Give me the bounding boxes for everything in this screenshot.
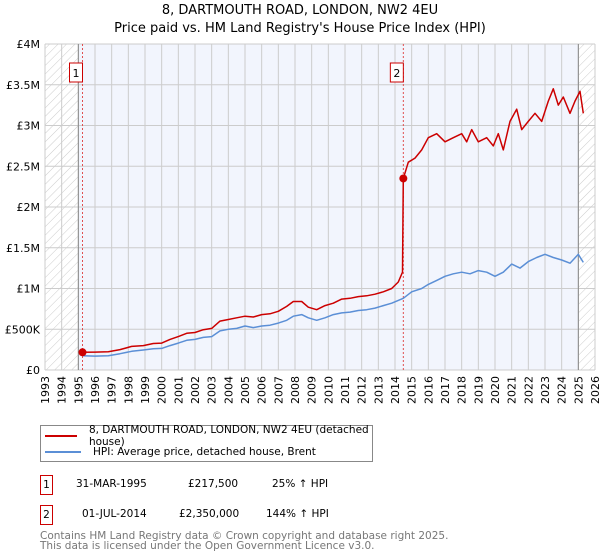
transaction-marker: 1 bbox=[40, 475, 53, 495]
transaction-hpi: 25% ↑ HPI bbox=[272, 478, 329, 490]
sale-label-box bbox=[69, 62, 83, 83]
y-tick-label: £3.5M bbox=[6, 79, 40, 92]
series-line bbox=[82, 253, 584, 357]
x-tick-label: 2003 bbox=[206, 376, 219, 404]
x-tick-label: 1997 bbox=[106, 376, 119, 404]
y-tick-label: £0 bbox=[26, 364, 40, 377]
footer: Contains HM Land Registry data © Crown c… bbox=[40, 530, 449, 552]
legend-item-property: 8, DARTMOUTH ROAD, LONDON, NW2 4EU (deta… bbox=[45, 424, 372, 448]
y-tick-label: £1.5M bbox=[6, 242, 40, 255]
sale-point bbox=[78, 348, 87, 357]
x-tick-label: 2018 bbox=[456, 376, 469, 404]
x-tick-label: 2017 bbox=[439, 376, 452, 404]
x-tick-label: 2024 bbox=[556, 376, 569, 404]
legend: 8, DARTMOUTH ROAD, LONDON, NW2 4EU (deta… bbox=[40, 424, 373, 462]
x-tick-label: 1998 bbox=[122, 376, 135, 404]
y-tick-label: £4M bbox=[17, 38, 41, 51]
footer-line: Contains HM Land Registry data © Crown c… bbox=[40, 530, 449, 542]
x-tick-label: 2014 bbox=[389, 376, 402, 404]
x-tick-label: 2022 bbox=[522, 376, 535, 404]
x-tick-label: 1993 bbox=[39, 376, 52, 404]
price-chart: 1993 1994 1995 1996 1997 1998 1999 2000 2001 2002… bbox=[5, 38, 600, 404]
sale-label-box bbox=[389, 62, 404, 83]
x-tick-label: 2000 bbox=[156, 376, 169, 404]
x-tick-label: 2026 bbox=[589, 376, 600, 404]
y-tick-label: £500K bbox=[5, 323, 41, 336]
chart-title: 8, DARTMOUTH ROAD, LONDON, NW2 4EU Price… bbox=[0, 2, 600, 38]
transaction-marker: 2 bbox=[40, 505, 53, 525]
transaction-date: 31-MAR-1995 bbox=[76, 478, 147, 490]
x-tick-label: 1996 bbox=[89, 376, 102, 404]
x-tick-label: 2008 bbox=[289, 376, 302, 404]
transaction-hpi: 144% ↑ HPI bbox=[266, 508, 329, 520]
transaction-price: £2,350,000 bbox=[179, 508, 240, 520]
x-tick-label: 2023 bbox=[539, 376, 552, 404]
x-tick-label: 2006 bbox=[256, 376, 269, 404]
x-tick-label: 2011 bbox=[339, 376, 352, 404]
title: 8, DARTMOUTH ROAD, LONDON, NW2 4EU bbox=[161, 3, 439, 18]
x-tick-label: 2016 bbox=[422, 376, 435, 404]
x-tick-label: 2025 bbox=[572, 376, 585, 404]
legend-label: HPI: Average price, detached house, Bren… bbox=[93, 446, 316, 458]
series-line bbox=[82, 88, 585, 354]
transaction-date: 01-JUL-2014 bbox=[82, 508, 147, 520]
y-tick-label: £2.5M bbox=[6, 160, 40, 173]
footer-line: This data is licensed under the Open Gov… bbox=[40, 540, 375, 552]
x-tick-label: 2019 bbox=[472, 376, 485, 404]
x-tick-label: 1995 bbox=[72, 376, 85, 404]
x-tick-label: 2009 bbox=[306, 376, 319, 404]
x-tick-label: 1999 bbox=[139, 376, 152, 404]
y-tick-label: £2M bbox=[17, 201, 41, 214]
x-tick-label: 2002 bbox=[189, 376, 202, 404]
x-tick-label: 1994 bbox=[56, 376, 69, 404]
x-tick-label: 2013 bbox=[372, 376, 385, 404]
legend-item-hpi: HPI: Average price, detached house, Bren… bbox=[45, 444, 316, 460]
sale-label: 2 bbox=[393, 67, 400, 80]
subtitle: Price paid vs. HM Land Registry's House … bbox=[114, 21, 486, 36]
transaction-price: £217,500 bbox=[188, 478, 239, 490]
x-tick-label: 2007 bbox=[272, 376, 285, 404]
x-tick-label: 2005 bbox=[239, 376, 252, 404]
x-tick-label: 2010 bbox=[322, 376, 335, 404]
y-tick-label: £3M bbox=[17, 120, 41, 133]
x-tick-label: 2004 bbox=[222, 376, 235, 404]
y-tick-label: £1M bbox=[17, 283, 41, 296]
x-tick-label: 2012 bbox=[356, 376, 369, 404]
x-tick-label: 2020 bbox=[489, 376, 502, 404]
sale-label: 1 bbox=[73, 67, 80, 80]
sale-point bbox=[399, 174, 408, 183]
x-tick-label: 2001 bbox=[172, 376, 185, 404]
x-tick-label: 2021 bbox=[506, 376, 519, 404]
legend-label: 8, DARTMOUTH ROAD, LONDON, NW2 4EU (deta… bbox=[88, 424, 369, 448]
x-tick-label: 2015 bbox=[406, 376, 419, 404]
